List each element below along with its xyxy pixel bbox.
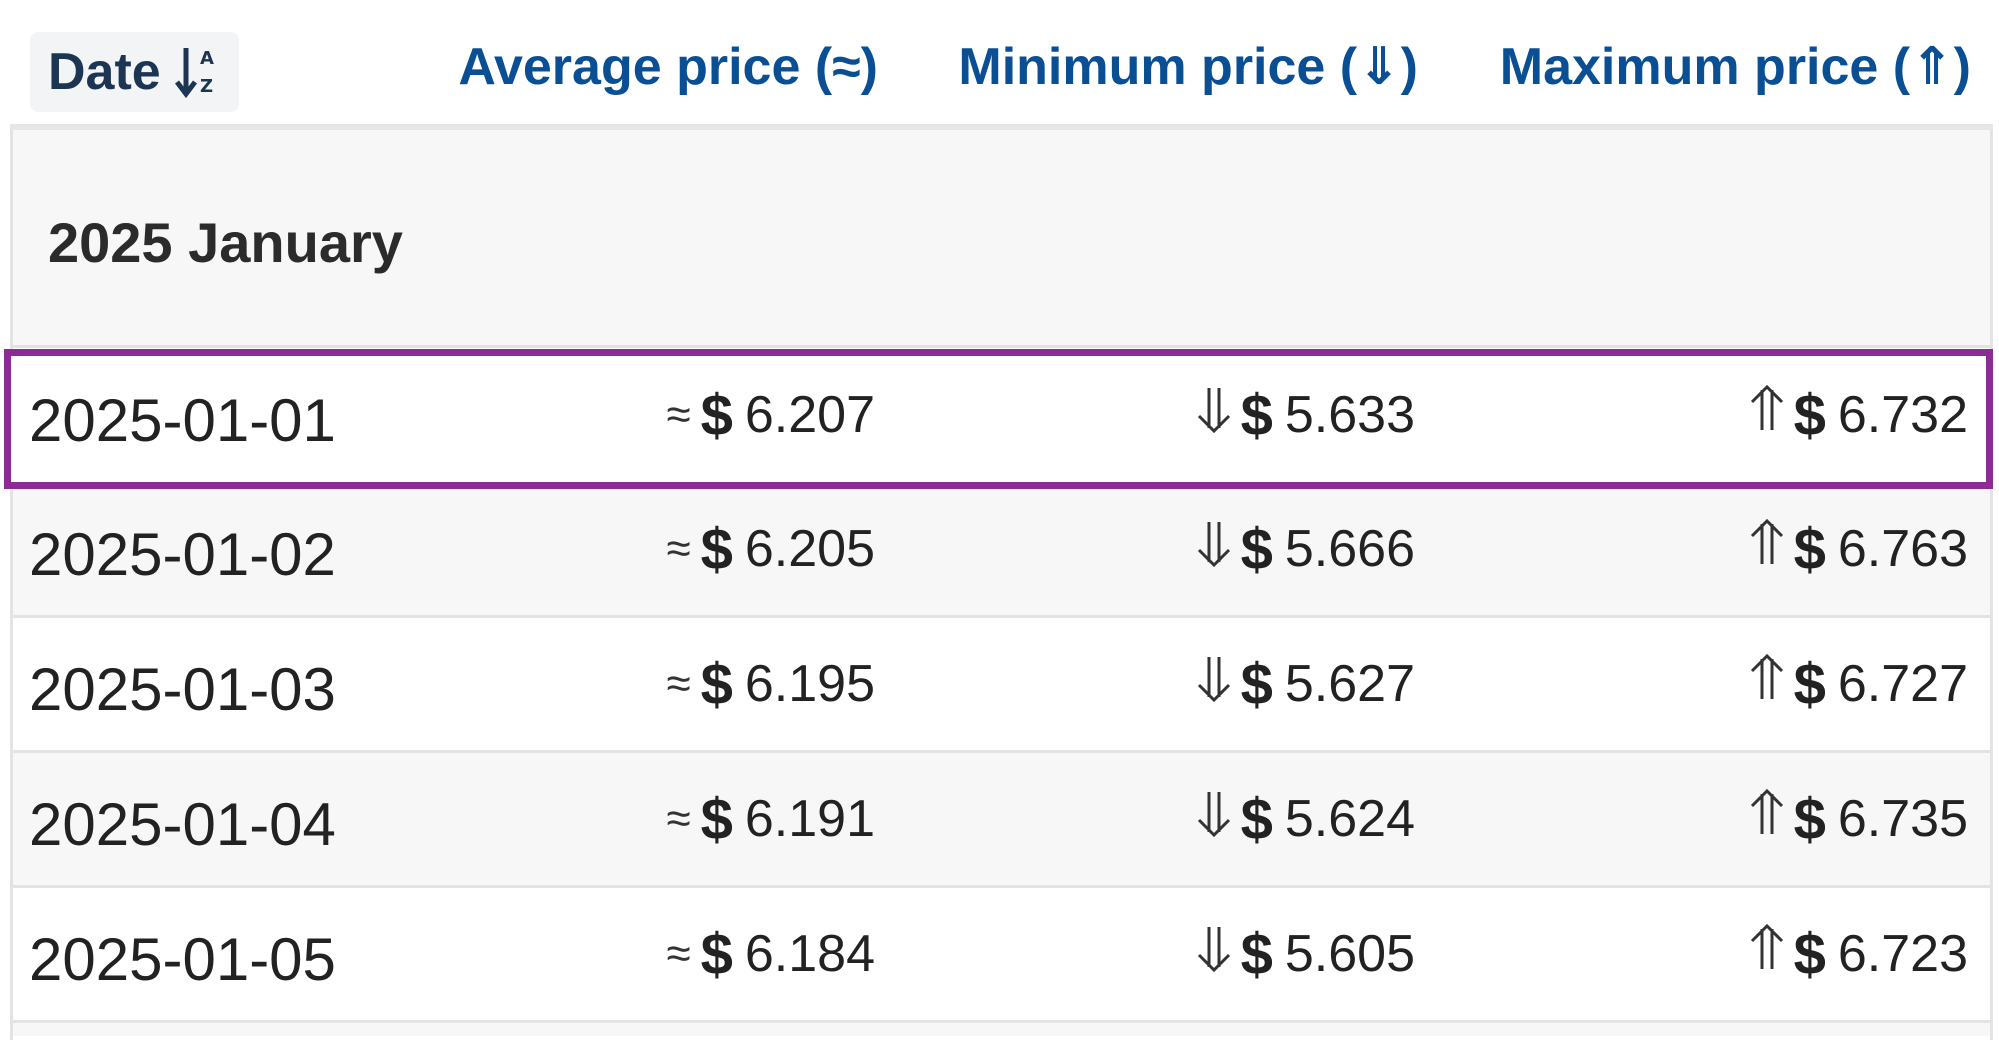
- dollar-icon: $: [700, 651, 733, 717]
- minimum-price-cell: $5.627: [1195, 618, 1415, 750]
- table-row[interactable]: 2025-01-04 ≈ $6.191 $5.624 $6.735: [13, 753, 1990, 888]
- average-price-value: 6.207: [744, 386, 875, 444]
- minimum-price-cell: $5.666: [1195, 483, 1415, 615]
- minimum-price-cell: $5.633: [1195, 349, 1415, 481]
- double-up-arrow-icon: [1748, 653, 1794, 716]
- double-down-arrow-icon: [1195, 384, 1241, 447]
- minimum-price-value: 5.627: [1284, 655, 1415, 713]
- double-down-arrow-icon: [1195, 518, 1241, 581]
- dollar-icon: $: [1793, 921, 1826, 987]
- dollar-icon: $: [1793, 382, 1826, 448]
- double-up-arrow-icon: [1748, 923, 1794, 986]
- svg-text:A: A: [200, 48, 214, 69]
- table-row[interactable]: 2025-01-02 ≈ $6.205 $5.666 $6.763: [13, 483, 1990, 618]
- dollar-icon: $: [700, 516, 733, 582]
- dollar-icon: $: [1240, 921, 1273, 987]
- average-price-value: 6.205: [744, 520, 875, 578]
- maximum-price-value: 6.727: [1837, 655, 1968, 713]
- date-cell: 2025-01-02: [29, 483, 336, 615]
- dollar-icon: $: [1240, 382, 1273, 448]
- double-down-arrow-icon: [1195, 653, 1241, 716]
- dollar-icon: $: [1793, 651, 1826, 717]
- table-row[interactable]: 2025-01-05 ≈ $6.184 $5.605 $6.723: [13, 888, 1990, 1023]
- average-price-value: 6.191: [744, 790, 875, 848]
- date-value: 2025-01-02: [29, 520, 336, 588]
- double-up-arrow-icon: [1748, 384, 1794, 447]
- table-row[interactable]: 2025-01-03 ≈ $6.195 $5.627 $6.727: [13, 618, 1990, 753]
- svg-text:Z: Z: [200, 76, 213, 97]
- double-down-arrow-icon: [1195, 923, 1241, 986]
- approx-icon: ≈: [666, 794, 691, 843]
- average-price-cell: ≈ $6.191: [666, 753, 875, 885]
- maximum-price-value: 6.763: [1837, 520, 1968, 578]
- row-highlight-box: [4, 349, 1993, 489]
- minimum-price-column-header[interactable]: Minimum price (⇓): [958, 38, 1418, 96]
- maximum-price-column-header[interactable]: Maximum price (⇑): [1499, 38, 1971, 96]
- date-cell: 2025-01-01: [29, 349, 336, 481]
- maximum-price-value: 6.732: [1837, 386, 1968, 444]
- maximum-price-cell: $6.732: [1748, 349, 1968, 481]
- average-price-value: 6.184: [744, 925, 875, 983]
- approx-icon: ≈: [666, 659, 691, 708]
- approx-icon: ≈: [666, 929, 691, 978]
- average-price-cell: ≈ $6.184: [666, 888, 875, 1020]
- minimum-price-cell: $5.624: [1195, 753, 1415, 885]
- table-header-row: Date A Z Average price (≈) Minimum price…: [10, 10, 1993, 130]
- maximum-price-cell: $6.723: [1748, 888, 1968, 1020]
- double-up-arrow-icon: [1748, 788, 1794, 851]
- date-column-header[interactable]: Date A Z: [30, 32, 239, 112]
- maximum-price-value: 6.723: [1837, 925, 1968, 983]
- date-value: 2025-01-01: [29, 386, 336, 454]
- date-value: 2025-01-03: [29, 655, 336, 723]
- date-cell: 2025-01-05: [29, 888, 336, 1020]
- approx-icon: ≈: [666, 524, 691, 573]
- minimum-price-value: 5.605: [1284, 925, 1415, 983]
- date-cell: 2025-01-04: [29, 753, 336, 885]
- maximum-price-cell: $6.735: [1748, 753, 1968, 885]
- dollar-icon: $: [700, 921, 733, 987]
- average-price-cell: ≈ $6.205: [666, 483, 875, 615]
- average-price-cell: ≈ $6.207: [666, 349, 875, 481]
- dollar-icon: $: [700, 382, 733, 448]
- dollar-icon: $: [1240, 786, 1273, 852]
- date-cell: 2025-01-03: [29, 618, 336, 750]
- average-price-value: 6.195: [744, 655, 875, 713]
- date-value: 2025-01-05: [29, 925, 336, 993]
- month-group-row: 2025 January: [13, 130, 1990, 348]
- month-group-label: 2025 January: [48, 211, 403, 274]
- average-price-column-header[interactable]: Average price (≈): [458, 38, 878, 96]
- minimum-price-value: 5.633: [1284, 386, 1415, 444]
- table-row-partial: [13, 1023, 1990, 1036]
- average-price-cell: ≈ $6.195: [666, 618, 875, 750]
- sort-az-icon: A Z: [174, 42, 221, 102]
- double-up-arrow-icon: [1748, 518, 1794, 581]
- minimum-price-value: 5.666: [1284, 520, 1415, 578]
- dollar-icon: $: [700, 786, 733, 852]
- dollar-icon: $: [1240, 651, 1273, 717]
- date-column-label: Date: [48, 43, 161, 101]
- dollar-icon: $: [1240, 516, 1273, 582]
- table-row-highlighted[interactable]: 2025-01-01 ≈ $6.207 $5.633 $6.732: [13, 349, 1990, 484]
- dollar-icon: $: [1793, 786, 1826, 852]
- minimum-price-cell: $5.605: [1195, 888, 1415, 1020]
- minimum-price-value: 5.624: [1284, 790, 1415, 848]
- maximum-price-cell: $6.727: [1748, 618, 1968, 750]
- maximum-price-cell: $6.763: [1748, 483, 1968, 615]
- approx-icon: ≈: [666, 390, 691, 439]
- dollar-icon: $: [1793, 516, 1826, 582]
- date-value: 2025-01-04: [29, 790, 336, 858]
- double-down-arrow-icon: [1195, 788, 1241, 851]
- maximum-price-value: 6.735: [1837, 790, 1968, 848]
